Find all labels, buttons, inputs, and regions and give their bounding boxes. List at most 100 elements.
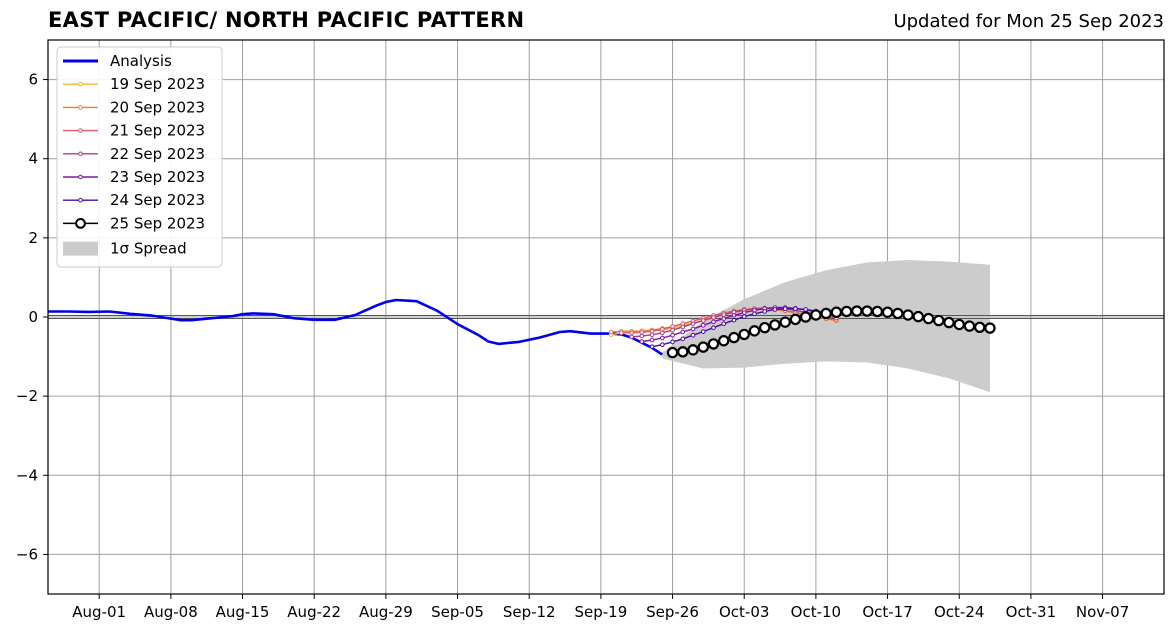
forecast-point: [680, 336, 686, 342]
legend-swatch-marker: [78, 128, 83, 133]
x-tick-label: Nov-07: [1076, 603, 1129, 621]
forecast-point: [984, 322, 996, 334]
forecast-point: [963, 320, 976, 332]
y-tick-label: −4: [16, 466, 38, 484]
forecast-point: [670, 324, 675, 329]
legend-swatch-marker: [78, 151, 83, 157]
forecast-point: [660, 335, 665, 341]
series-analysis: [48, 298, 664, 356]
forecast-point: [738, 328, 750, 341]
forecast-point: [649, 328, 655, 334]
legend-label: 24 Sep 2023: [110, 191, 205, 209]
forecast-point: [769, 319, 781, 331]
forecast-point: [741, 314, 747, 319]
forecast-point: [687, 344, 699, 356]
legend-item: 21 Sep 2023: [63, 122, 205, 140]
x-tick-label: Sep-26: [646, 603, 699, 621]
forecast-point: [649, 344, 655, 349]
x-tick-label: Oct-17: [862, 603, 912, 621]
forecast-point: [639, 339, 645, 344]
legend: Analysis 19 Sep 2023 20 Sep 2023 21 Sep 202…: [56, 46, 223, 268]
legend-swatch-marker: [78, 81, 83, 87]
forecast-point: [789, 313, 802, 326]
updated-date: Updated for Mon 25 Sep 2023: [893, 11, 1164, 32]
forecast-point: [690, 321, 696, 327]
series-25-sep-2023: [666, 305, 996, 359]
forecast-point: [752, 307, 757, 313]
legend-label: 20 Sep 2023: [110, 98, 205, 116]
forecast-point: [711, 319, 716, 325]
forecast-point: [639, 333, 645, 339]
legend-label: 19 Sep 2023: [110, 75, 205, 93]
legend-item: 19 Sep 2023: [63, 75, 205, 93]
forecast-point: [670, 327, 675, 333]
forecast-point: [707, 338, 720, 350]
forecast-point: [851, 305, 863, 317]
forecast-point: [629, 334, 634, 340]
forecast-point: [840, 305, 853, 318]
legend-swatch-marker: [78, 197, 83, 203]
forecast-point: [670, 339, 675, 345]
y-tick-label: 6: [28, 71, 38, 89]
forecast-point: [871, 305, 884, 318]
forecast-point: [933, 314, 945, 327]
y-tick-label: 4: [28, 150, 38, 168]
forecast-point: [629, 330, 634, 336]
forecast-point: [810, 309, 822, 321]
x-tick-label: Oct-03: [719, 603, 769, 621]
forecast-point: [799, 311, 812, 323]
legend-label: 23 Sep 2023: [110, 168, 205, 186]
forecast-point: [779, 316, 791, 328]
legend-label: 22 Sep 2023: [110, 145, 205, 163]
forecast-line: [621, 307, 837, 334]
y-tick-label: −6: [16, 545, 38, 563]
forecast-point: [912, 310, 924, 323]
legend-label: 21 Sep 2023: [110, 122, 205, 140]
forecast-point: [793, 306, 798, 311]
forecast-point: [608, 329, 614, 335]
x-tick-label: Aug-08: [144, 603, 198, 621]
legend-item: Analysis: [63, 52, 172, 70]
spread-band: [662, 260, 990, 393]
legend-box: [56, 46, 223, 268]
forecast-point: [728, 331, 740, 344]
legend-item: 23 Sep 2023: [63, 168, 205, 186]
forecast-point: [758, 321, 771, 334]
axes: [43, 39, 1165, 599]
legend-swatch-marker: [75, 218, 86, 229]
x-tick-label: Oct-24: [934, 603, 984, 621]
forecast-point: [881, 306, 894, 318]
forecast-point: [922, 312, 935, 325]
forecast-point: [762, 309, 767, 314]
forecast-point: [677, 346, 689, 358]
forecast-point: [690, 332, 696, 338]
forecast-point: [974, 321, 986, 333]
forecast-point: [892, 307, 904, 320]
legend-swatch-spread: [63, 241, 98, 256]
forecast-point: [820, 307, 832, 320]
forecast-point: [660, 342, 665, 348]
tick-labels: Aug-01 Aug-08 Aug-15 Aug-22 Aug-29 Sep-05 Sep-…: [16, 71, 1129, 621]
forecast-point: [690, 326, 696, 332]
x-tick-label: Aug-15: [216, 603, 270, 621]
forecast-point: [700, 329, 706, 334]
spread-band-area: [662, 260, 990, 393]
legend-item: 24 Sep 2023: [63, 191, 205, 209]
x-tick-label: Aug-01: [72, 603, 126, 621]
x-tick-label: Sep-05: [431, 603, 484, 621]
forecast-point: [697, 341, 709, 353]
legend-item: 22 Sep 2023: [63, 145, 205, 163]
forecast-point: [700, 318, 706, 323]
forecast-point: [680, 324, 686, 330]
forecast-point: [830, 306, 843, 318]
y-tick-label: 2: [28, 229, 38, 247]
forecast-point: [721, 312, 727, 317]
forecast-point: [649, 332, 655, 338]
forecast-point: [711, 315, 716, 320]
legend-item: 25 Sep 2023: [63, 214, 205, 232]
legend-label: Analysis: [110, 52, 172, 70]
forecast-point: [752, 311, 757, 317]
x-tick-label: Aug-22: [287, 603, 341, 621]
analysis-line: [48, 298, 664, 356]
